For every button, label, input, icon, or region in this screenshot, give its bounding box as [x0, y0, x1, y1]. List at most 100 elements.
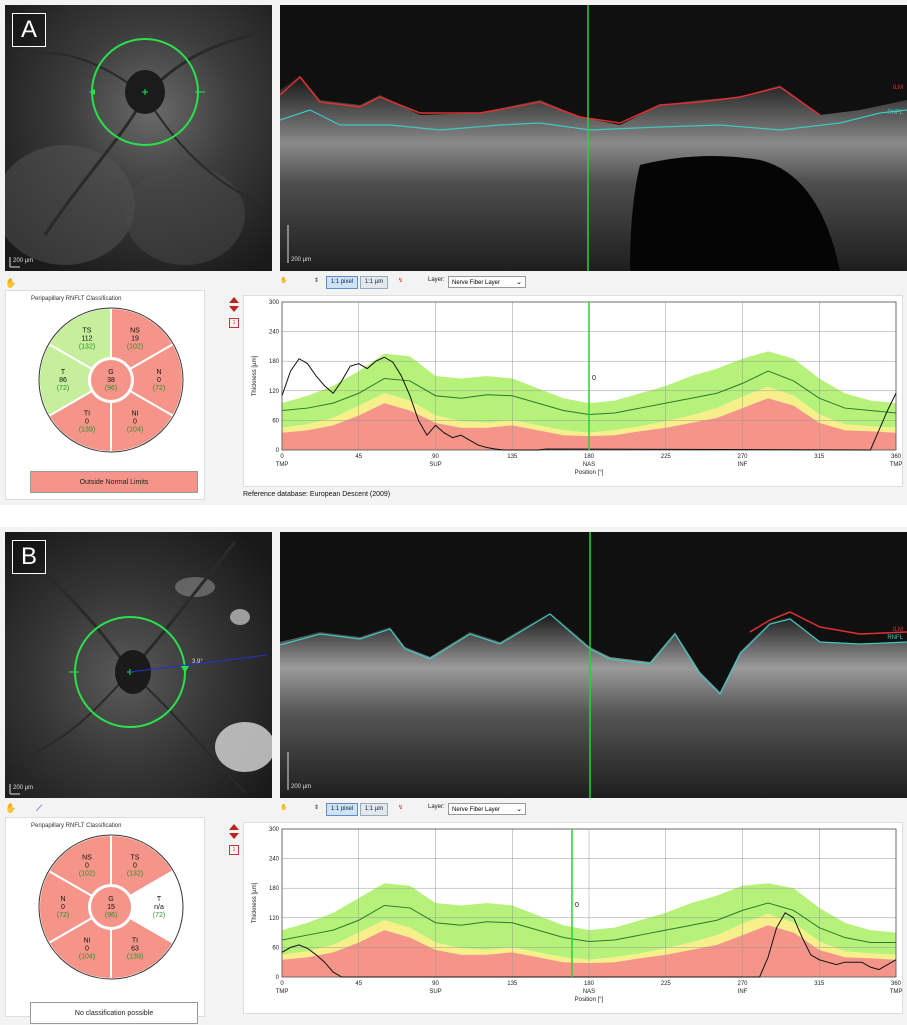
toolbar-a: ✋ ⇕ 1:1 pixel 1:1 µm ↯ Layer: Nerve Fibe… — [280, 275, 900, 291]
scale-pixel-button[interactable]: 1:1 pixel — [326, 276, 358, 289]
sector-ti-value: 63 — [131, 946, 139, 953]
classification-status-a: Outside Normal Limits — [30, 471, 198, 493]
fundus-image-b[interactable]: B 200 µm 3.9° — [5, 532, 272, 798]
bscan-image-b[interactable]: 200 µm ILM RNFL — [280, 532, 907, 798]
fundus-scale-a: 200 µm — [13, 258, 34, 264]
x-tick-label: 315 — [814, 981, 825, 987]
fit-height-icon[interactable]: ⇕ — [314, 805, 320, 811]
flag-icon[interactable]: 1 — [229, 318, 239, 328]
scale-um-button[interactable]: 1:1 µm — [360, 276, 388, 289]
sector-wheel-a: TS112(132)NS19(102)N0(72)NI0(104)TI0(139… — [38, 306, 184, 454]
cursor-label: 0 — [575, 902, 579, 909]
sector-ts-ref: (132) — [79, 343, 95, 350]
sector-ns-value: 0 — [85, 862, 89, 869]
y-tick-label: 0 — [276, 975, 280, 981]
ilm-label-b: ILM — [892, 627, 903, 633]
pan-hand-icon[interactable]: ✋ — [280, 278, 288, 284]
y-tick-label: 60 — [272, 945, 279, 951]
sector-axis-label: TMP — [276, 462, 289, 468]
sector-t-ref: (72) — [57, 385, 69, 392]
y-axis-title: Thickness [µm] — [252, 882, 258, 923]
measure-tool-icon[interactable]: ↯ — [398, 805, 404, 811]
x-tick-label: 0 — [280, 981, 284, 987]
sector-ns-label: NS — [130, 327, 140, 334]
y-tick-label: 0 — [276, 448, 280, 454]
scale-pixel-button[interactable]: 1:1 pixel — [326, 803, 358, 816]
sector-axis-label: SUP — [429, 989, 441, 995]
x-axis-title: Position [°] — [575, 470, 604, 476]
panel-b: B 200 µm 3.9° 200 µm ILM RNFL ✋ ⟋ — [0, 527, 907, 1024]
x-tick-label: 45 — [355, 454, 362, 460]
arrow-up-icon[interactable] — [229, 824, 239, 830]
sector-g-ref: (96) — [105, 385, 117, 392]
sector-ni-value: 0 — [133, 419, 137, 426]
y-axis-title: Thickness [µm] — [252, 355, 258, 396]
x-tick-label: 225 — [661, 981, 672, 987]
hand-icon[interactable]: ✋ — [5, 803, 17, 813]
layer-label: Layer: — [428, 277, 445, 283]
sector-n-ref: (72) — [153, 385, 165, 392]
sector-axis-label: NAS — [583, 462, 595, 468]
bscan-scale-a: 200 µm — [291, 257, 312, 263]
fit-height-icon[interactable]: ⇕ — [314, 278, 320, 284]
sector-axis-label: TMP — [890, 462, 902, 468]
thickness-chart-b: 0 0 60 120 180 240 300 0 45 90 135 180 225 270 315 360 T… — [243, 822, 903, 1014]
sector-g — [89, 885, 133, 929]
arrow-up-icon[interactable] — [229, 297, 239, 303]
panel-separator — [0, 505, 907, 527]
sector-axis-label: NAS — [583, 989, 595, 995]
mean-curve — [281, 902, 896, 943]
sector-ti-label: TI — [132, 938, 138, 945]
sector-ns-label: NS — [82, 854, 92, 861]
sector-g — [89, 358, 133, 402]
flag-icon[interactable]: 1 — [229, 845, 239, 855]
sector-ni-value: 0 — [85, 946, 89, 953]
measure-line-icon[interactable]: ⟋ — [36, 803, 43, 813]
arrow-down-icon[interactable] — [229, 833, 239, 839]
sector-g-label: G — [108, 369, 113, 376]
toolbar-b: ✋ ⇕ 1:1 pixel 1:1 µm ↯ Layer: Nerve Fibe… — [280, 802, 900, 818]
hand-icon[interactable]: ✋ — [5, 278, 17, 288]
scale-um-button[interactable]: 1:1 µm — [360, 803, 388, 816]
nav-arrows-b: 1 — [228, 824, 240, 855]
measure-tool-icon[interactable]: ↯ — [398, 278, 404, 284]
layer-select[interactable]: Nerve Fiber Layer ⌄ — [448, 803, 526, 815]
layer-select-value: Nerve Fiber Layer — [452, 807, 501, 813]
sector-ns-ref: (102) — [79, 870, 95, 877]
x-tick-label: 360 — [891, 981, 902, 987]
patient-curve — [281, 912, 897, 978]
y-tick-label: 120 — [269, 389, 280, 395]
fundus-measure-b: 3.9° — [192, 659, 203, 665]
bscan-scale-b: 200 µm — [291, 784, 312, 790]
pan-hand-icon[interactable]: ✋ — [280, 805, 288, 811]
sector-ts-label: TS — [131, 854, 140, 861]
rnfl-label-a: RNFL — [887, 110, 903, 116]
rnfl-label-b: RNFL — [887, 635, 903, 641]
layer-select[interactable]: Nerve Fiber Layer ⌄ — [448, 276, 526, 288]
x-tick-label: 225 — [661, 454, 672, 460]
layer-label: Layer: — [428, 804, 445, 810]
sector-t-value: n/a — [154, 904, 164, 911]
fundus-render-a — [5, 5, 272, 271]
fundus-render-b — [5, 532, 272, 798]
sector-g-label: G — [108, 896, 113, 903]
panel-a: A 200 µm 200 µm ILM RNFL ✋ ✋ — [0, 0, 907, 505]
classification-box-b: Peripapillary RNFLT Classification NS 0 (1… — [5, 817, 205, 1024]
x-tick-label: 135 — [507, 454, 518, 460]
sector-ts-ref: (132) — [127, 870, 143, 877]
nav-arrows-a: 1 — [228, 297, 240, 328]
thickness-chart-a: 0 0 60 120 180 240 300 0 45 90 135 180 225 270 315 360 T… — [243, 295, 903, 487]
classification-title-a: Peripapillary RNFLT Classification — [31, 296, 122, 302]
bscan-image-a[interactable]: 200 µm ILM RNFL — [280, 5, 907, 271]
arrow-down-icon[interactable] — [229, 306, 239, 312]
y-tick-label: 180 — [269, 886, 280, 892]
sector-ni-label: NI — [132, 411, 139, 418]
bscan-render-a — [280, 5, 907, 271]
fundus-image-a[interactable]: A 200 µm — [5, 5, 272, 271]
sector-n-ref: (72) — [57, 912, 69, 919]
sector-ni-label: NI — [84, 938, 91, 945]
x-tick-label: 90 — [432, 981, 439, 987]
sector-axis-label: TMP — [890, 989, 902, 995]
sector-g-ref: (96) — [105, 912, 117, 919]
